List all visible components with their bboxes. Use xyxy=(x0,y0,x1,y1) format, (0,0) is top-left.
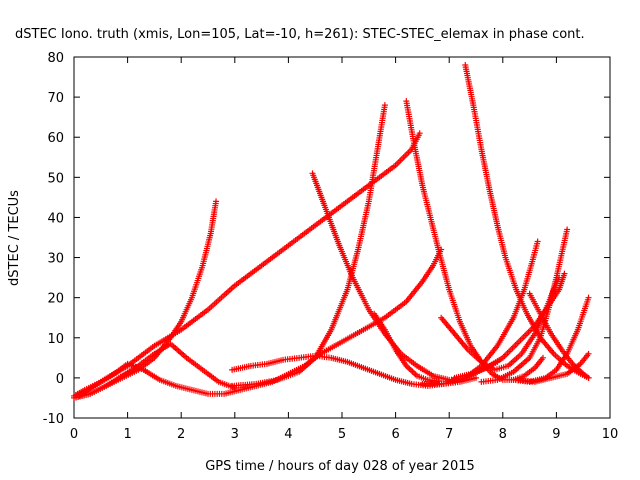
x-tick-label: 2 xyxy=(177,427,185,442)
y-tick-label: 30 xyxy=(47,252,64,267)
data-point xyxy=(585,294,592,301)
y-tick-label: 70 xyxy=(47,91,64,106)
series-arc14 xyxy=(526,290,592,381)
y-tick-label: 60 xyxy=(47,131,64,146)
chart-title: dSTEC Iono. truth (xmis, Lon=105, Lat=-1… xyxy=(15,27,585,42)
x-tick-label: 0 xyxy=(70,427,78,442)
series-arc8 xyxy=(371,310,442,385)
x-tick-label: 3 xyxy=(231,427,239,442)
x-tick-label: 7 xyxy=(445,427,453,442)
data-point xyxy=(564,226,571,233)
data-point xyxy=(416,130,423,137)
series-arc17 xyxy=(451,270,568,381)
y-tick-labels: -10 0 10 20 30 40 50 60 70 80 xyxy=(43,51,64,427)
y-tick-label: 80 xyxy=(47,51,64,66)
series-group xyxy=(71,62,592,401)
data-point xyxy=(534,238,541,245)
data-point xyxy=(585,350,592,357)
y-tick-label: 0 xyxy=(56,372,64,387)
series-arc6 xyxy=(229,102,388,389)
y-tick-label: 50 xyxy=(47,171,64,186)
data-point xyxy=(473,374,479,381)
y-tick-label: 40 xyxy=(47,211,64,226)
data-point xyxy=(213,198,220,205)
y-tick-label: 20 xyxy=(47,292,64,307)
x-axis-label: GPS time / hours of day 028 of year 2015 xyxy=(205,459,475,474)
data-point xyxy=(540,354,546,361)
y-tick-label: -10 xyxy=(43,412,64,427)
axis-ticks xyxy=(73,56,611,419)
x-tick-labels: 0 1 2 3 4 5 6 7 8 9 10 xyxy=(70,427,618,442)
series-arc16 xyxy=(515,350,592,385)
x-tick-label: 10 xyxy=(602,427,619,442)
x-tick-label: 1 xyxy=(123,427,131,442)
data-point xyxy=(435,378,442,385)
data-point xyxy=(561,270,568,277)
x-tick-label: 4 xyxy=(284,427,292,442)
x-tick-label: 8 xyxy=(499,427,507,442)
plot-frame xyxy=(73,56,611,419)
series-arc3 xyxy=(71,340,238,401)
y-axis-label: dSTEC / TECUs xyxy=(7,190,22,286)
series-arc9 xyxy=(403,98,546,383)
x-tick-label: 5 xyxy=(338,427,346,442)
series-arc4 xyxy=(76,130,423,399)
x-tick-label: 9 xyxy=(552,427,560,442)
x-tick-label: 6 xyxy=(391,427,399,442)
y-tick-label: 10 xyxy=(47,332,64,347)
data-point xyxy=(381,102,388,109)
data-point xyxy=(585,374,592,381)
series-arc12 xyxy=(462,62,592,381)
